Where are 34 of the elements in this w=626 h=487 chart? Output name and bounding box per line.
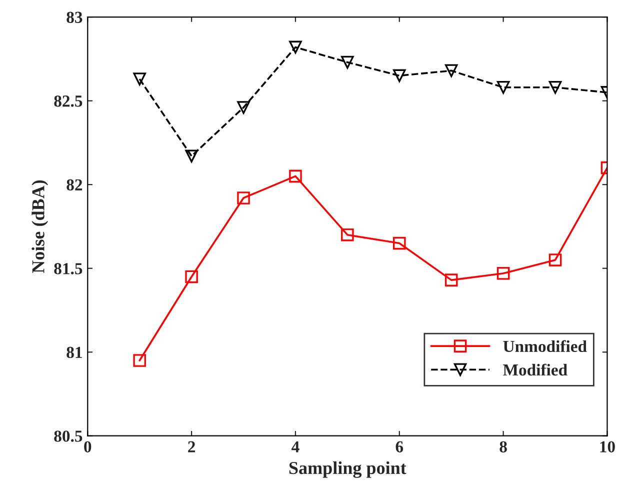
point: [444, 64, 458, 78]
point: [548, 81, 562, 94]
y-tick-label: 82: [66, 179, 82, 191]
point: [133, 354, 146, 367]
x-axis-title: Sampling point: [289, 461, 406, 478]
point: [289, 40, 302, 54]
y-axis-title: Noise (dBA): [32, 180, 48, 274]
point: [237, 101, 250, 114]
point: [185, 270, 198, 284]
point: [496, 81, 510, 94]
legend-label: Unmodified: [503, 340, 587, 352]
point: [341, 228, 354, 242]
y-tick-label: 81.5: [54, 263, 82, 274]
y-tick-label: 82.5: [54, 96, 82, 107]
point: [185, 150, 198, 162]
point: [444, 274, 458, 286]
x-tick-label: 0: [84, 441, 92, 452]
y-tick-label: 83: [66, 12, 82, 23]
point: [237, 192, 250, 204]
x-tick-label: 2: [188, 441, 196, 452]
point: [496, 266, 510, 280]
x-tick-label: 8: [500, 441, 507, 452]
legend-label: Modified: [503, 364, 568, 376]
point: [289, 170, 302, 183]
x-tick-label: 4: [292, 441, 300, 452]
x-tick-label: 6: [396, 441, 404, 452]
x-tick-label: 10: [600, 441, 615, 452]
point: [392, 69, 406, 82]
point: [133, 72, 146, 86]
y-tick-label: 81: [66, 346, 82, 358]
point: [548, 254, 562, 266]
point: [392, 236, 406, 250]
y-tick-label: 80.5: [54, 430, 82, 442]
point: [341, 56, 354, 69]
